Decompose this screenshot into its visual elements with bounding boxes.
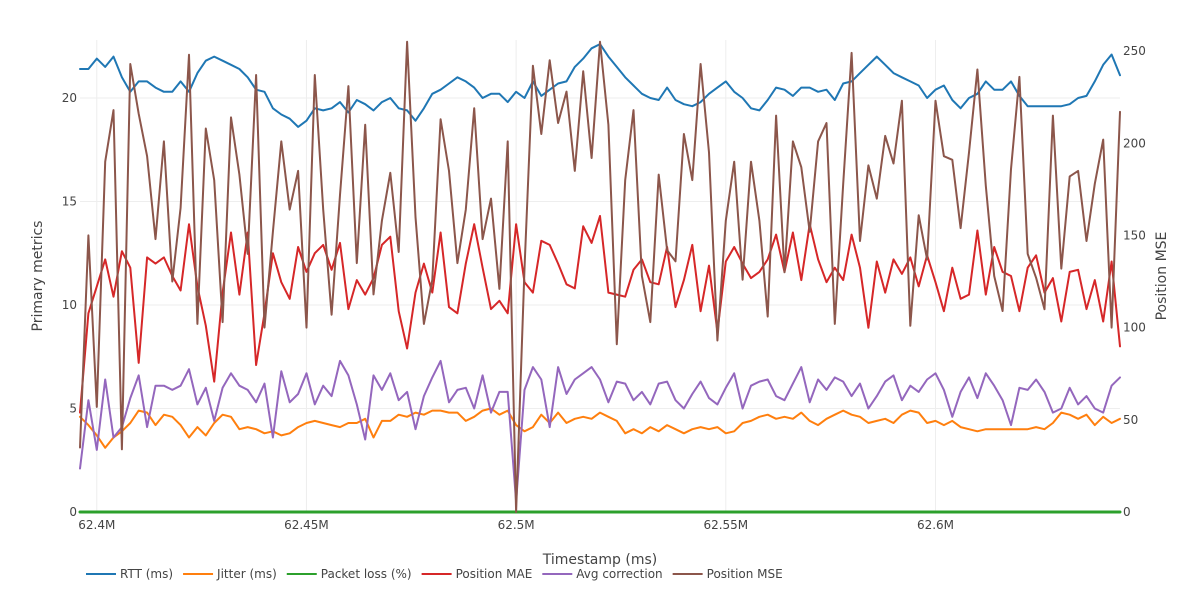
x-axis-title: Timestamp (ms) — [542, 552, 657, 568]
legend-label: RTT (ms) — [120, 567, 173, 581]
legend-item-jitter-ms[interactable]: Jitter (ms) — [183, 567, 277, 581]
legend-label: Packet loss (%) — [321, 567, 412, 581]
x-tick-label: 62.45M — [284, 518, 329, 532]
legend-label: Position MAE — [456, 567, 533, 581]
series-line-jitter-ms — [79, 407, 1121, 449]
legend-item-rtt-ms[interactable]: RTT (ms) — [86, 567, 173, 581]
y2-tick-label: 250 — [1123, 44, 1146, 58]
series-line-position-mse — [79, 40, 1121, 513]
x-tick-label: 62.5M — [498, 518, 535, 532]
series-lines — [78, 40, 1122, 514]
series-line-avg-correction — [79, 359, 1121, 503]
legend-item-packet-loss[interactable]: Packet loss (%) — [286, 567, 412, 581]
legend-item-position-mse[interactable]: Position MSE — [672, 567, 783, 581]
legend-label: Jitter (ms) — [216, 567, 277, 581]
legend-item-position-mae[interactable]: Position MAE — [421, 567, 533, 581]
y-tick-label: 20 — [62, 91, 77, 105]
x-tick-label: 62.6M — [917, 518, 954, 532]
y-tick-label: 0 — [69, 505, 77, 519]
legend-label: Avg correction — [576, 567, 662, 581]
y2-tick-label: 150 — [1123, 228, 1146, 242]
series-line-position-mae — [79, 215, 1121, 414]
y-tick-label: 5 — [69, 401, 77, 415]
x-tick-label: 62.55M — [703, 518, 748, 532]
y-tick-label: 15 — [62, 194, 77, 208]
series-line-rtt-ms — [79, 43, 1121, 128]
y2-tick-label: 200 — [1123, 136, 1146, 150]
y2-tick-label: 0 — [1123, 505, 1131, 519]
y2-axis-title: Position MSE — [1154, 232, 1170, 321]
y-tick-label: 10 — [62, 298, 77, 312]
grid — [80, 40, 1120, 512]
y2-tick-label: 50 — [1123, 413, 1138, 427]
axes: 62.4M 62.45M 62.5M 62.55M 62.6M0510152005010… — [62, 44, 1146, 532]
x-tick-label: 62.4M — [78, 518, 115, 532]
legend-label: Position MSE — [707, 567, 783, 581]
y2-tick-label: 100 — [1123, 321, 1146, 335]
y-axis-title: Primary metrics — [30, 221, 46, 332]
legend-item-avg-correction[interactable]: Avg correction — [542, 567, 663, 581]
legend: RTT (ms) Jitter (ms) Packet loss (%) Positi… — [86, 567, 783, 581]
